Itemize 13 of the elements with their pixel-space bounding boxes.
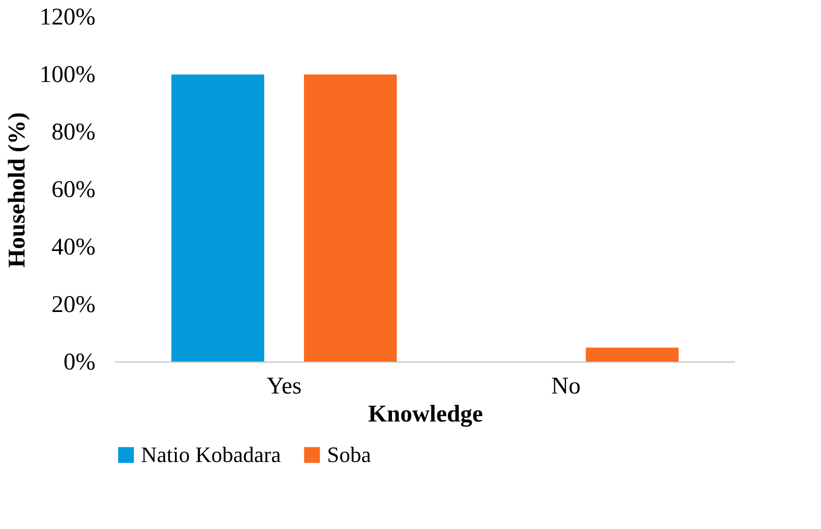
y-tick-label: 60% xyxy=(52,177,96,203)
y-tick-label: 100% xyxy=(40,62,96,88)
y-tick-label: 40% xyxy=(52,234,96,260)
x-tick-label: Yes xyxy=(266,374,302,400)
x-axis-title: Knowledge xyxy=(368,402,484,428)
y-tick-label: 20% xyxy=(52,292,96,318)
x-tick-label: No xyxy=(551,374,581,400)
y-axis-title: Household (%) xyxy=(4,112,31,268)
y-tick-label: 120% xyxy=(40,4,96,30)
y-tick-label: 0% xyxy=(64,350,96,376)
legend-label: Soba xyxy=(327,442,372,467)
y-tick-label: 80% xyxy=(52,120,96,146)
legend-label: Natio Kobadara xyxy=(141,442,282,467)
